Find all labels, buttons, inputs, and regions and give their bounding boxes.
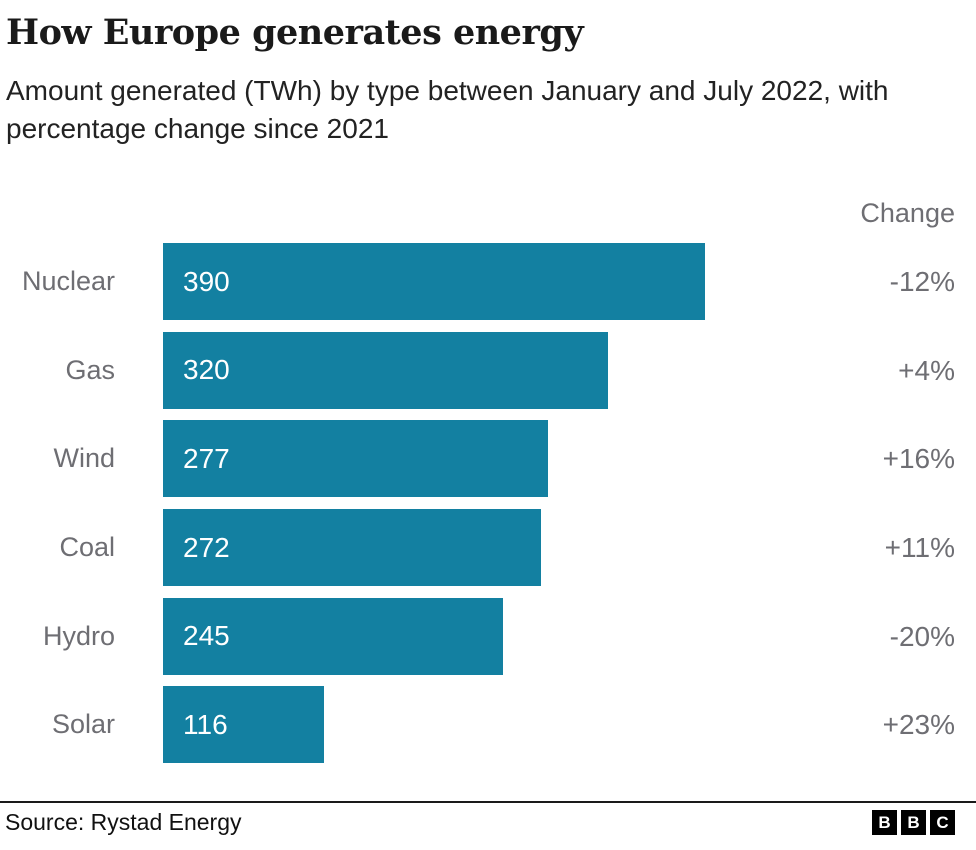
footer-divider: [0, 801, 976, 803]
bar: 272: [163, 509, 541, 587]
bar-track: 390: [163, 243, 705, 320]
bar-track: 116: [163, 686, 705, 764]
bar-value-label: 277: [183, 442, 230, 474]
chart-row: Gas 320 +4%: [0, 331, 976, 421]
chart-row: Solar 116 +23%: [0, 686, 976, 775]
bbc-logo-block: B: [901, 810, 926, 835]
change-value-label: -12%: [889, 266, 955, 297]
bbc-logo: B B C: [872, 810, 955, 835]
bar-track: 272: [163, 509, 705, 587]
bar: 116: [163, 686, 325, 764]
page-title: How Europe generates energy: [6, 12, 584, 53]
change-value-label: -20%: [889, 620, 955, 652]
bar-value-label: 390: [183, 265, 230, 297]
change-column-header: Change: [860, 198, 955, 228]
source-label: Source: Rystad Energy: [5, 809, 242, 835]
chart-row: Hydro 245 -20%: [0, 597, 976, 687]
chart-row: Nuclear 390 -12%: [0, 243, 976, 332]
bar-value-label: 272: [183, 531, 230, 563]
change-value-label: +16%: [882, 443, 955, 475]
bbc-logo-block: C: [930, 810, 955, 835]
change-value-label: +11%: [884, 532, 955, 564]
category-label: Nuclear: [21, 266, 115, 296]
chart-row: Wind 277 +16%: [0, 420, 976, 509]
bar-value-label: 116: [183, 708, 228, 740]
chart-row: Coal 272 +11%: [0, 509, 976, 598]
change-value-label: +4%: [898, 354, 955, 386]
page-subtitle: Amount generated (TWh) by type between J…: [6, 75, 889, 144]
change-value-label: +23%: [882, 709, 955, 741]
bar: 320: [163, 331, 608, 409]
category-label: Solar: [51, 709, 115, 740]
bar-track: 245: [163, 597, 705, 675]
bar: 277: [163, 420, 548, 498]
category-label: Wind: [53, 443, 115, 474]
bar-track: 277: [163, 420, 705, 498]
category-label: Gas: [65, 354, 115, 385]
bar: 390: [163, 243, 705, 320]
category-label: Coal: [59, 532, 115, 563]
bar-value-label: 245: [183, 620, 230, 652]
bar-track: 320: [163, 331, 705, 409]
bbc-logo-block: B: [872, 810, 897, 835]
category-label: Hydro: [42, 620, 115, 651]
bar: 245: [163, 597, 504, 675]
chart-rows: Nuclear 390 -12% Gas 320 +4% Wind 277 +16% Coal 27…: [0, 243, 976, 775]
bar-value-label: 320: [183, 354, 230, 386]
